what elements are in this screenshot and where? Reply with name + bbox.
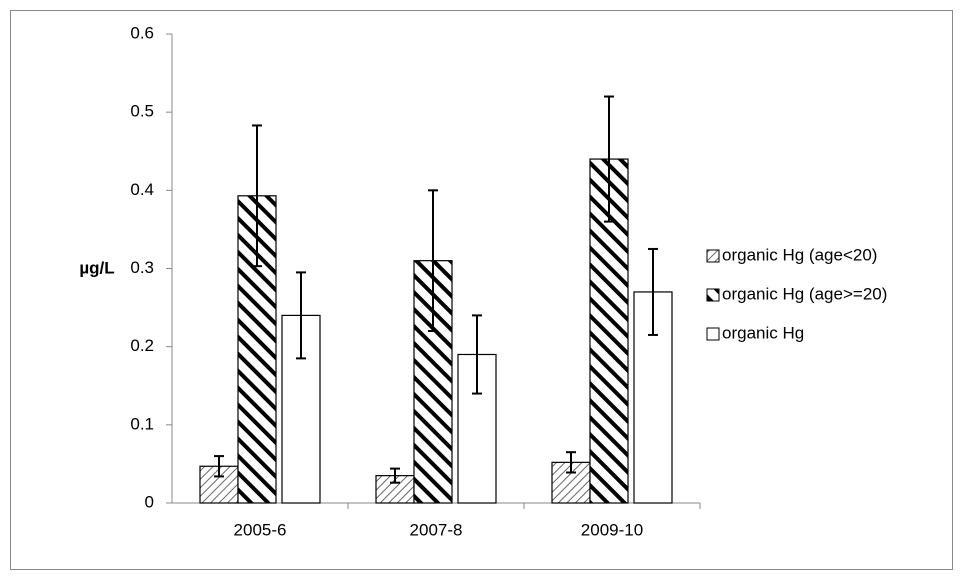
bar: [457, 353, 497, 504]
y-axis-label: µg/L: [79, 258, 114, 277]
y-tick-label: 0.2: [130, 336, 154, 355]
y-tick-label: 0.6: [130, 23, 154, 42]
legend-swatch: [706, 327, 720, 341]
legend-label: organic Hg (age>=20): [722, 284, 887, 303]
y-tick-label: 0.5: [130, 102, 154, 121]
legend-label: organic Hg (age<20): [722, 245, 877, 264]
x-tick-label: 2005-6: [234, 520, 287, 539]
legend-label: organic Hg: [722, 323, 804, 342]
x-tick-label: 2007-8: [410, 520, 463, 539]
legend-swatch: [706, 249, 720, 263]
x-tick-label: 2009-10: [581, 520, 643, 539]
y-tick-label: 0.4: [130, 180, 154, 199]
legend-swatch: [706, 288, 720, 302]
y-tick-label: 0.3: [130, 258, 154, 277]
y-tick-label: 0: [145, 492, 154, 511]
y-tick-label: 0.1: [130, 414, 154, 433]
